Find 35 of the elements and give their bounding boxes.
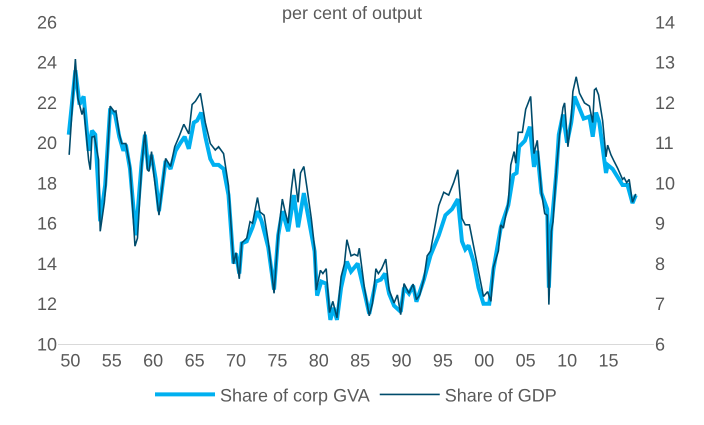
y2-tick-label: 10 <box>655 173 676 194</box>
y2-tick-label: 9 <box>655 214 666 234</box>
y2-tick-label: 8 <box>655 254 666 274</box>
x-tick-label: 10 <box>557 350 578 371</box>
x-tick-label: 85 <box>350 350 370 371</box>
x-tick-label: 75 <box>267 350 288 371</box>
legend-label: Share of corp GVA <box>220 385 370 406</box>
y2-tick-label: 11 <box>655 133 674 154</box>
x-tick-label: 65 <box>184 350 205 371</box>
x-tick-label: 05 <box>516 350 536 371</box>
x-tick-label: 55 <box>102 350 122 371</box>
x-tick-label: 95 <box>432 350 453 371</box>
legend-label: Share of GDP <box>444 385 557 406</box>
y2-tick-label: 13 <box>655 52 676 73</box>
x-tick-label: 70 <box>226 350 246 371</box>
y-tick-label: 16 <box>36 214 57 234</box>
x-tick-label: 80 <box>308 350 329 371</box>
x-tick-label: 90 <box>392 350 412 371</box>
y-tick-label: 20 <box>36 133 57 154</box>
x-tick-label: 00 <box>474 350 494 371</box>
x-tick-label: 60 <box>143 350 164 371</box>
y-tick-label: 12 <box>36 294 57 314</box>
x-tick-label: 15 <box>598 350 618 371</box>
y2-tick-label: 12 <box>655 92 676 113</box>
y-tick-label: 18 <box>36 173 57 194</box>
y2-tick-label: 6 <box>655 334 666 354</box>
y-tick-label: 10 <box>36 334 57 354</box>
chart-title: per cent of output <box>282 2 422 23</box>
y-tick-label: 26 <box>36 12 57 32</box>
y-tick-label: 22 <box>36 92 57 113</box>
y2-tick-label: 7 <box>655 294 666 314</box>
x-tick-label: 50 <box>60 350 80 371</box>
y-tick-label: 14 <box>36 254 57 274</box>
y-tick-label: 24 <box>36 52 57 73</box>
y2-tick-label: 14 <box>655 12 676 32</box>
